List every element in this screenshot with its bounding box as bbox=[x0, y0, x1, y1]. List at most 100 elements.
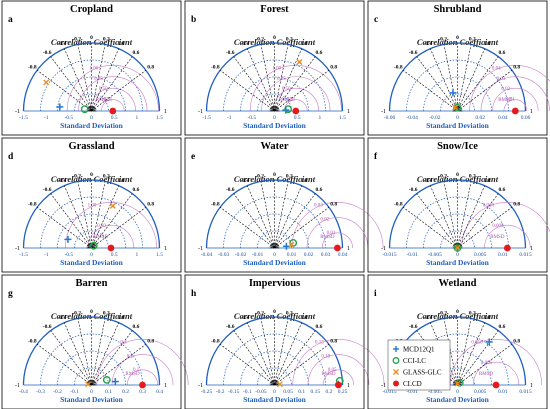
point-clcd bbox=[511, 107, 519, 115]
correlation-tick-label: 1 bbox=[164, 383, 167, 389]
point-glass-glc bbox=[276, 381, 283, 388]
sd-tick-label: 0.06 bbox=[521, 115, 531, 121]
correlation-ray bbox=[274, 322, 302, 386]
rmsd-tick-label: 0.50 bbox=[282, 87, 291, 92]
point-glass-glc bbox=[296, 59, 303, 66]
rmsd-arc bbox=[64, 202, 157, 249]
rmsd-arc bbox=[261, 76, 331, 112]
sd-tick-label: -0.02 bbox=[235, 252, 247, 258]
point-clcd bbox=[107, 244, 115, 252]
point-clcd bbox=[109, 107, 117, 115]
point-glass-glc-b bbox=[452, 104, 459, 111]
sd-tick-label: -0.1 bbox=[70, 389, 79, 395]
standard-deviation-label: Standard Deviation bbox=[426, 121, 490, 130]
correlation-tick-label: 0.6 bbox=[498, 187, 505, 193]
correlation-tick-label: -0.4 bbox=[58, 315, 67, 321]
legend-label: CLCD bbox=[403, 380, 422, 388]
correlation-tick-label: 0.6 bbox=[132, 187, 139, 193]
correlation-ray bbox=[91, 44, 106, 112]
legend-label: GLASS-GLC bbox=[403, 369, 442, 377]
point-glass-glc bbox=[85, 381, 92, 388]
point-cci-lc bbox=[89, 241, 98, 250]
correlation-tick-label: 0.6 bbox=[498, 324, 505, 330]
correlation-ray bbox=[274, 56, 316, 112]
rmsd-tick-label: 0.01 bbox=[327, 231, 336, 236]
correlation-ray bbox=[77, 318, 92, 386]
correlation-ray bbox=[50, 193, 92, 249]
correlation-tick-label: -0.8 bbox=[394, 202, 403, 208]
correlation-ray bbox=[457, 343, 513, 386]
rmsd-tick-label: 0.010 bbox=[471, 340, 483, 345]
correlation-tick-label: -0.8 bbox=[28, 65, 37, 71]
correlation-ray bbox=[274, 343, 330, 386]
sd-tick-label: 0.005 bbox=[474, 389, 487, 395]
point-mcd12q1 bbox=[449, 89, 457, 97]
rmsd-tick-label: 0.04 bbox=[492, 66, 501, 71]
point-glass-glc bbox=[43, 79, 50, 86]
correlation-ray bbox=[416, 193, 458, 249]
correlation-tick-label: -1 bbox=[381, 109, 386, 115]
correlation-tick-label: 0.2 bbox=[469, 36, 476, 42]
rmsd-arc bbox=[249, 65, 342, 112]
correlation-tick-label: 0.2 bbox=[469, 310, 476, 316]
standard-deviation-label: Standard Deviation bbox=[243, 395, 307, 404]
correlation-tick-label: -0.4 bbox=[424, 41, 433, 47]
correlation-tick-label: -0.2 bbox=[438, 36, 447, 42]
sd-tick-label: -0.03 bbox=[218, 252, 230, 258]
correlation-tick-label: -0.6 bbox=[226, 324, 235, 330]
correlation-coefficient-label: Correlation Coefficient bbox=[234, 174, 316, 184]
correlation-tick-label: -0.6 bbox=[226, 50, 235, 56]
rmsd-tick-label: 0.2 bbox=[127, 354, 134, 359]
sd-tick-label: 0.01 bbox=[498, 389, 508, 395]
correlation-ray bbox=[416, 330, 458, 386]
correlation-ray bbox=[91, 69, 147, 112]
point-glass-glc bbox=[454, 380, 461, 387]
correlation-coefficient-label: Correlation Coefficient bbox=[234, 311, 316, 321]
correlation-coefficient-label: Correlation Coefficient bbox=[417, 37, 499, 47]
correlation-tick-label: -0.4 bbox=[241, 41, 250, 47]
sd-tick-label: -1.5 bbox=[19, 252, 28, 258]
correlation-tick-label: -0.4 bbox=[241, 315, 250, 321]
sd-tick-label: -1.5 bbox=[19, 115, 28, 121]
sd-tick-label: -0.25 bbox=[201, 389, 213, 395]
point-cci-lc bbox=[284, 105, 292, 114]
rmsd-arc bbox=[292, 339, 385, 386]
sd-tick-label: -0.4 bbox=[19, 389, 28, 395]
point-glass-glc-b bbox=[454, 380, 461, 387]
correlation-tick-label: 1 bbox=[347, 109, 350, 115]
sd-tick-label: 0.3 bbox=[139, 389, 146, 395]
correlation-tick-label: 0.8 bbox=[513, 339, 520, 345]
correlation-tick-label: 0 bbox=[90, 35, 93, 41]
rmsd-tick-label: 0.01 bbox=[506, 98, 515, 103]
point-clcd bbox=[139, 381, 146, 389]
correlation-tick-label: -1 bbox=[198, 109, 203, 115]
correlation-tick-label: 0.8 bbox=[513, 65, 520, 71]
panel-letter: g bbox=[8, 289, 13, 299]
correlation-ray bbox=[443, 44, 458, 112]
correlation-ray bbox=[457, 69, 513, 112]
sd-arc bbox=[257, 93, 292, 112]
correlation-tick-label: -0.8 bbox=[211, 202, 220, 208]
rmsd-tick-label: 0.05 bbox=[328, 368, 337, 373]
rmsd-tick-label: 0.25 bbox=[287, 98, 296, 103]
correlation-ray bbox=[274, 48, 302, 112]
correlation-coefficient-label: Correlation Coefficient bbox=[51, 311, 133, 321]
correlation-tick-label: -0.2 bbox=[438, 173, 447, 179]
legend-label: CCI-LC bbox=[403, 357, 426, 365]
sd-tick-label: 1 bbox=[135, 252, 138, 258]
rmsd-label: RMSD bbox=[321, 372, 336, 377]
correlation-ray bbox=[91, 56, 133, 112]
rmsd-arc bbox=[291, 202, 384, 249]
panel-snow-ice: Snow/Ice f Correlation Coefficient 0.005 0.0… bbox=[367, 137, 550, 273]
correlation-tick-label: -0.2 bbox=[72, 36, 81, 42]
correlation-tick-label: -0.2 bbox=[438, 310, 447, 316]
correlation-ray bbox=[457, 48, 485, 112]
correlation-tick-label: -0.6 bbox=[43, 324, 52, 330]
correlation-ray bbox=[91, 343, 147, 386]
correlation-tick-label: 0.2 bbox=[469, 173, 476, 179]
correlation-ray bbox=[430, 48, 458, 112]
correlation-ray bbox=[91, 322, 119, 386]
correlation-tick-label: -1 bbox=[15, 109, 20, 115]
correlation-ray bbox=[457, 193, 499, 249]
